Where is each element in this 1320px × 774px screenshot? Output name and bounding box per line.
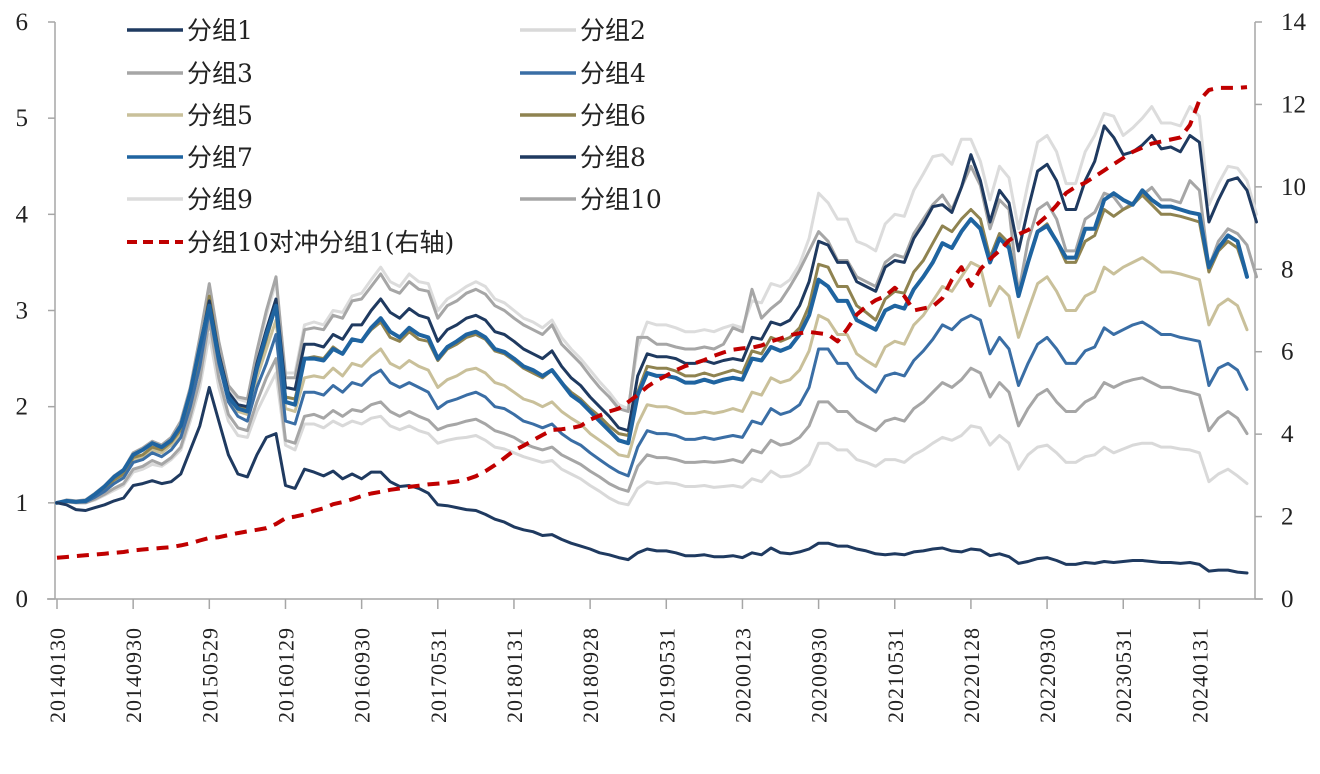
x-tick-label: 20200123: [730, 627, 755, 723]
legend-label: 分组5: [187, 101, 253, 130]
legend-item-8: 分组8: [520, 143, 646, 172]
y-right-tick-label: 14: [1281, 9, 1307, 36]
x-tick-label: 20210531: [883, 627, 908, 723]
series-line-1: [55, 385, 1249, 575]
x-tick-label: 20180928: [578, 627, 603, 723]
y-left-tick-label: 0: [16, 586, 29, 613]
legend-label: 分组4: [580, 59, 646, 88]
x-tick-label: 20190531: [654, 627, 679, 723]
x-tick-label: 20200930: [807, 627, 832, 723]
x-tick-label: 20150529: [197, 627, 222, 723]
legend-label: 分组2: [580, 16, 646, 45]
legend-item-3: 分组3: [127, 59, 253, 88]
series-line-3: [55, 318, 1249, 505]
legend-item-9: 分组9: [127, 185, 253, 214]
y-left-tick-label: 5: [16, 105, 29, 132]
x-tick-label: 20240131: [1187, 627, 1212, 723]
legend-label: 分组8: [580, 143, 646, 172]
y-right-tick-label: 4: [1281, 421, 1294, 448]
y-right-tick-label: 6: [1281, 339, 1294, 366]
x-tick-label: 20180131: [502, 627, 527, 723]
y-right-tick-label: 8: [1281, 256, 1294, 283]
x-tick-label: 20140930: [121, 627, 146, 723]
legend-label: 分组10: [580, 185, 662, 214]
series-lines: [55, 85, 1258, 575]
x-tick-label: 20220128: [959, 627, 984, 723]
y-left-tick-label: 3: [16, 298, 29, 325]
legend-item-5: 分组5: [127, 101, 253, 130]
y-left-tick-label: 4: [16, 201, 29, 228]
x-tick-label: 20170531: [426, 627, 451, 723]
legend-label: 分组6: [580, 101, 646, 130]
legend-item-4: 分组4: [520, 59, 646, 88]
y-right-tick-label: 0: [1281, 586, 1294, 613]
series-line-10: [55, 164, 1258, 505]
x-tick-label: 20140130: [45, 627, 70, 723]
legend-item-10: 分组10: [520, 185, 662, 214]
legend-label: 分组3: [187, 59, 253, 88]
legend: 分组1 分组2 分组3 分组4 分组5 分组6 分组7 分组8 分组9 分组10 分组10对冲分组1…: [127, 16, 662, 257]
x-tick-label: 20230531: [1111, 627, 1136, 723]
legend-item-6: 分组6: [520, 101, 646, 130]
y-right-tick-label: 2: [1281, 504, 1294, 531]
y-right-tick-label: 10: [1281, 174, 1306, 201]
series-line-4: [55, 309, 1249, 505]
x-tick-label: 20220930: [1035, 627, 1060, 723]
series-line-7: [55, 188, 1249, 505]
legend-item-7: 分组7: [127, 143, 253, 172]
legend-item-2: 分组2: [520, 16, 646, 45]
legend-item-1: 分组1: [127, 16, 253, 45]
legend-label: 分组10对冲分组1(右轴): [187, 228, 454, 257]
y-right-tick-label: 12: [1281, 91, 1306, 118]
series-line-11: [56, 85, 1248, 560]
y-left-tick-label: 2: [16, 394, 29, 421]
y-left-tick-label: 6: [16, 9, 29, 36]
legend-label: 分组1: [187, 16, 253, 45]
legend-label: 分组7: [187, 143, 253, 172]
x-tick-label: 20160129: [273, 627, 298, 723]
legend-item-11: 分组10对冲分组1(右轴): [127, 228, 454, 257]
y-left-tick-label: 1: [16, 490, 29, 517]
series-line-2: [55, 333, 1249, 507]
legend-label: 分组9: [187, 185, 253, 214]
x-tick-label: 20160930: [350, 627, 375, 723]
